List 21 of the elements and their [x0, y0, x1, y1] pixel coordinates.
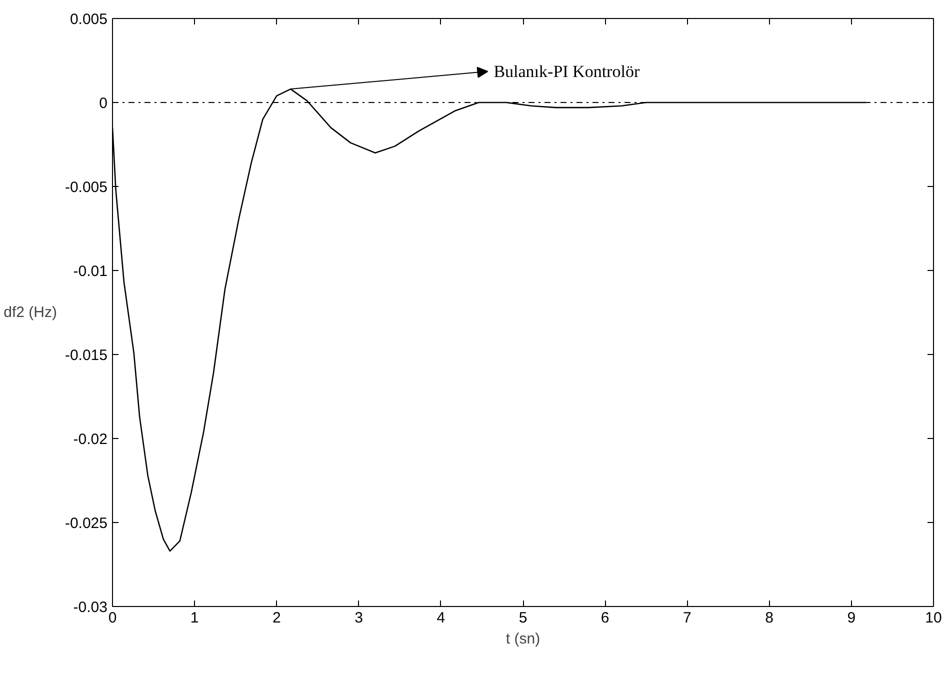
- y-tick-label: -0.025: [64, 515, 108, 532]
- x-tick-label: 10: [925, 610, 942, 626]
- x-tick-label: 5: [518, 610, 528, 626]
- annotation: Bulanık-PI Kontrolör: [494, 62, 640, 81]
- y-tick-label: -0.005: [64, 179, 108, 196]
- y-axis-title: df2 (Hz): [4, 304, 57, 321]
- x-tick-label: 3: [354, 610, 363, 626]
- x-tick-label: 8: [765, 610, 774, 626]
- x-tick-label: 9: [847, 610, 856, 626]
- x-tick-label: 4: [436, 610, 446, 626]
- y-tick-label: 0: [99, 95, 108, 112]
- y-tick-label: -0.03: [73, 599, 108, 616]
- y-tick-label: -0.02: [73, 431, 108, 448]
- x-tick-label: 1: [190, 610, 199, 626]
- x-axis-title: t (sn): [506, 630, 540, 648]
- y-tick-label: -0.015: [64, 347, 108, 364]
- y-tick-label: -0.01: [73, 263, 108, 280]
- x-tick-label: 6: [600, 610, 610, 626]
- y-tick-label: 0.005: [70, 11, 108, 28]
- x-tick-label: 2: [272, 610, 281, 626]
- x-tick-label: 7: [683, 610, 692, 626]
